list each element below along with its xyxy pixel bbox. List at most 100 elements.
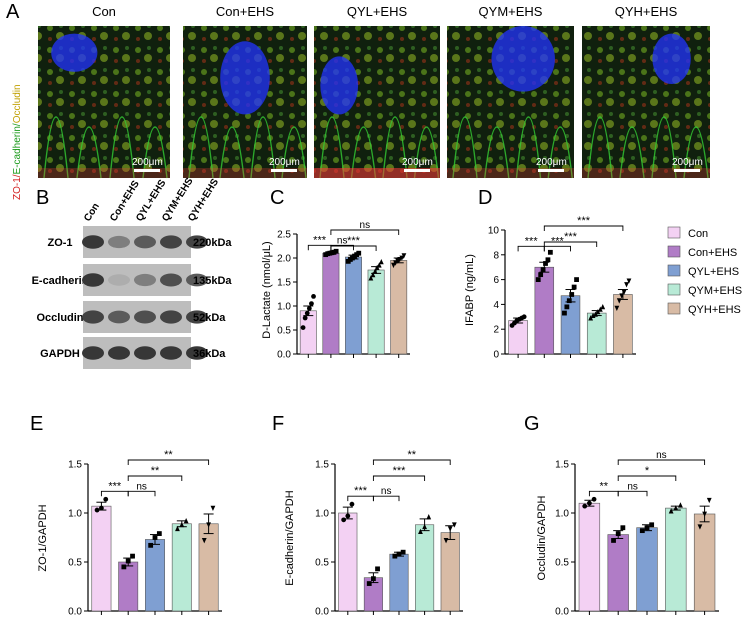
data-point [620,525,626,531]
data-point [574,277,579,282]
panel-label-c: C [270,187,284,209]
micrograph-row: 200μm Con 200μm Con+EHS 200μm QYL+EHS 200μm QYM… [38,4,710,179]
y-axis-label: ZO-1/GAPDH [37,504,49,571]
y-tick-label: 0.5 [315,558,329,569]
crypt-outline [683,126,709,179]
data-point [300,325,306,330]
data-point [341,517,347,523]
data-point [624,282,629,288]
bar-qyl-ehs [389,553,409,612]
data-point [535,277,541,282]
data-point [706,497,712,504]
blot-size-label: 52kDa [193,312,226,324]
data-point [311,294,316,299]
bar-qyl-ehs [560,295,581,355]
bar-qym-ehs [171,523,192,612]
data-point [396,551,402,557]
sig-bracket [127,475,183,481]
legend-label: Con+EHS [688,247,737,259]
data-point [639,528,645,534]
scale-bar-label: 200μm [672,157,703,168]
crypt-outline [250,116,276,179]
data-point [356,250,362,256]
y-tick-label: 1.5 [315,460,329,471]
legend-swatch [667,245,681,258]
sig-label: ** [164,449,173,461]
blot-band [82,235,104,249]
blot-band [160,346,182,360]
data-point [538,272,544,278]
data-point [302,315,308,321]
y-tick-label: 0.0 [68,607,82,618]
data-point [371,576,376,582]
y-tick-label: 0.5 [68,558,82,569]
scale-bar [674,169,700,172]
data-point [309,301,314,306]
bar-qym-ehs [415,524,435,612]
data-point [626,278,632,284]
sig-bracket [543,245,571,252]
data-point [668,508,674,514]
micrograph-title: QYL+EHS [347,4,408,19]
blot-band [160,273,182,287]
sig-label: *** [354,485,368,497]
y-tick-label: 1.0 [555,509,569,520]
blot-band [108,235,130,249]
data-point [183,517,189,524]
blot-band [186,235,208,249]
crypt-outline [76,126,102,179]
bar-qyh-ehs [198,523,219,612]
y-tick-label: 0.0 [555,607,569,618]
crypt-outline [452,116,478,179]
sig-label: * [645,465,650,477]
data-point [678,502,683,508]
legend-swatch [667,264,681,277]
data-point [619,293,625,299]
chart-f: 0.00.51.01.5E-cadherin/GAPDH *** ns***** [284,449,463,618]
data-point [621,289,627,295]
crypt-outline [142,126,168,179]
y-tick-label: 10 [488,226,500,237]
chart-c: 0.0 0.5 1.0 1.5 2.0 2.5 D-Lactate (nmol/μL) ***… [261,220,410,361]
data-point [399,255,405,261]
blot-band [82,273,104,287]
crypt-outline [350,126,377,179]
data-point [201,538,207,544]
data-point [103,496,109,502]
blot-band [108,274,130,286]
bar-con-ehs [118,561,139,612]
data-point [345,513,351,519]
blot-band [82,346,104,360]
data-point [152,535,158,540]
bar-qym-ehs [665,507,687,612]
scale-bar [271,169,297,172]
data-point [125,558,131,564]
chart-g: 0.0 0.5 1.0 1.5 Occludin/GAPDH ** ns * ns [536,450,719,618]
blot-band [186,310,208,324]
blot-band [134,346,156,360]
blot-protein-label: Occludin [36,312,83,324]
data-point [210,505,216,511]
bar-con [338,512,358,612]
scale-bar-label: 200μm [402,157,433,168]
sig-label: ns [381,486,392,497]
blot-size-label: 220kDa [193,237,232,249]
data-point [702,511,707,517]
crypt-outline [587,116,613,179]
legend-item: Con [667,226,708,240]
micrograph-3: 200μm QYL+EHS [314,4,440,179]
data-point [333,248,339,254]
sig-bracket [617,490,648,497]
data-point [597,306,603,312]
data-point [649,522,655,528]
panel-label-a: A [6,1,20,23]
data-point [697,524,703,530]
y-tick-label: 0.0 [277,350,291,361]
legend-item: QYL+EHS [667,264,739,278]
blot-band [108,346,130,360]
data-point [306,306,312,311]
data-point [422,523,427,530]
sig-label: *** [577,215,591,227]
